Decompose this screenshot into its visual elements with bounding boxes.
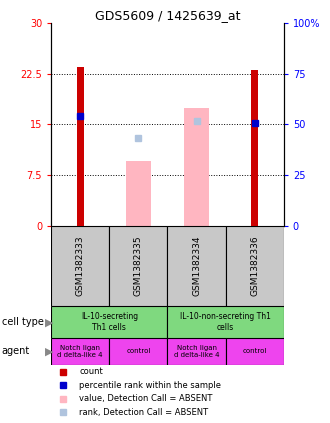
Text: value, Detection Call = ABSENT: value, Detection Call = ABSENT [79,394,213,403]
Text: ▶: ▶ [45,317,53,327]
Text: IL-10-non-secreting Th1
cells: IL-10-non-secreting Th1 cells [180,313,271,332]
Text: GSM1382334: GSM1382334 [192,236,201,296]
Bar [168,306,284,338]
Text: GSM1382333: GSM1382333 [76,236,85,296]
Text: Notch ligan
d delta-like 4: Notch ligan d delta-like 4 [57,345,103,358]
Text: control: control [126,349,150,354]
Bar [184,107,209,225]
Text: agent: agent [2,346,30,356]
Text: Notch ligan
d delta-like 4: Notch ligan d delta-like 4 [174,345,219,358]
Text: ▶: ▶ [45,346,53,356]
Text: control: control [243,349,267,354]
Bar [109,338,167,365]
Bar [51,225,109,306]
Bar [168,338,226,365]
Bar [51,306,168,338]
Bar [168,225,226,306]
Bar [226,225,284,306]
Bar [126,162,150,225]
Text: cell type: cell type [2,317,44,327]
Text: GSM1382335: GSM1382335 [134,236,143,296]
Bar [251,71,258,225]
Bar [109,225,167,306]
Text: rank, Detection Call = ABSENT: rank, Detection Call = ABSENT [79,407,208,417]
Text: IL-10-secreting
Th1 cells: IL-10-secreting Th1 cells [81,313,138,332]
Text: percentile rank within the sample: percentile rank within the sample [79,381,221,390]
Title: GDS5609 / 1425639_at: GDS5609 / 1425639_at [95,9,240,22]
Text: GSM1382336: GSM1382336 [250,236,259,296]
Bar [226,338,284,365]
Text: count: count [79,367,103,376]
Bar [51,338,109,365]
Bar [77,67,84,225]
